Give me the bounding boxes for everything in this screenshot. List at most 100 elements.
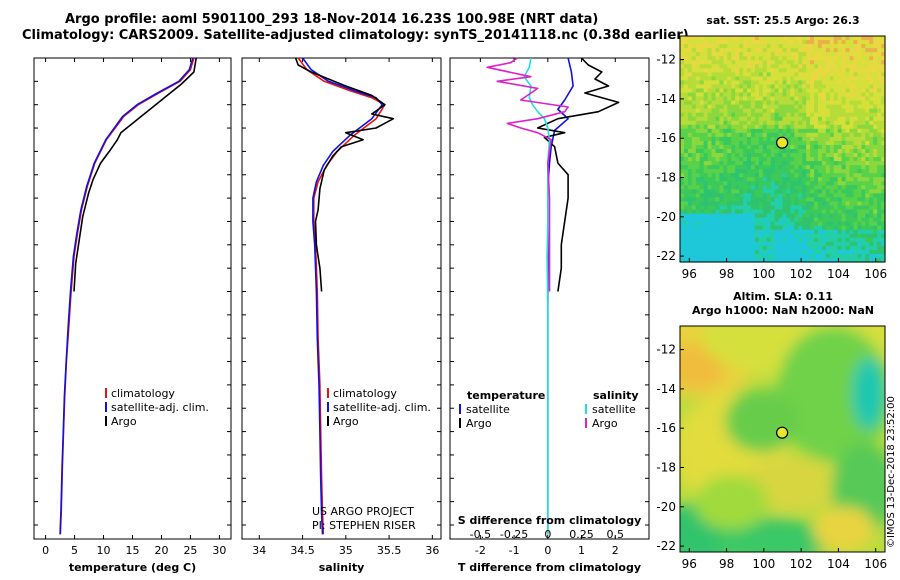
sst-cell [683, 197, 689, 203]
sst-cell [691, 136, 697, 142]
sst-cell [707, 197, 713, 203]
sst-cell [774, 165, 780, 170]
sst-cell [778, 92, 784, 98]
sst-cell [841, 44, 847, 49]
sst-cell [833, 64, 839, 69]
sst-cell [699, 92, 705, 98]
sst-cell [814, 149, 819, 154]
sst-cell [754, 201, 760, 207]
sst-cell [857, 153, 862, 158]
sst-cell [750, 253, 756, 259]
sst-cell [707, 221, 713, 227]
sst-cell [821, 80, 827, 86]
sst-cell [735, 253, 740, 259]
sst-cell [782, 249, 788, 255]
sst-cell [774, 72, 780, 77]
sst-cell [869, 249, 874, 255]
sst-cell [778, 201, 784, 207]
sst-cell [727, 104, 732, 110]
sst-cell [770, 257, 776, 263]
sst-cell [691, 185, 697, 190]
sst-cell [814, 100, 819, 106]
sst-cell [853, 185, 858, 190]
sst-cell [766, 157, 772, 162]
sst-cell [825, 52, 831, 57]
sst-cell [861, 245, 866, 251]
sst-cell [782, 253, 788, 259]
sst-cell [762, 128, 768, 134]
sst-cell [770, 52, 776, 57]
sst-cell [695, 52, 701, 57]
sst-cell [683, 153, 689, 158]
sst-cell [873, 185, 878, 190]
sst-cell [798, 108, 803, 114]
sst-cell [873, 144, 878, 150]
sst-cell [837, 257, 843, 263]
sst-cell [821, 36, 827, 41]
sst-cell [869, 237, 874, 243]
sst-cell [786, 177, 791, 182]
sst-cell [790, 213, 795, 219]
sst-cell [766, 233, 772, 239]
sst-cell [857, 245, 862, 251]
sst-cell [711, 124, 717, 130]
sst-cell [766, 84, 772, 90]
sst-cell [754, 144, 760, 150]
sst-cell [790, 249, 795, 255]
sst-cell [806, 177, 811, 182]
sst-cell [861, 60, 866, 65]
sst-cell [849, 88, 855, 94]
sst-cell [762, 209, 768, 215]
sst-cell [853, 144, 858, 150]
sst-cell [869, 173, 874, 178]
sst-cell [703, 209, 709, 215]
sst-cell [806, 76, 811, 81]
sst-cell [786, 92, 791, 98]
sst-cell [723, 76, 728, 81]
sst-cell [719, 44, 724, 49]
sst-cell [687, 88, 693, 94]
sst-cell [735, 205, 740, 211]
sst-cell [790, 161, 795, 166]
sst-cell [786, 120, 791, 126]
sst-cell [853, 257, 858, 263]
sst-cell [699, 213, 705, 219]
sst-cell [711, 40, 717, 45]
sst-cell [857, 84, 862, 90]
sst-cell [727, 201, 732, 207]
sst-cell [810, 116, 815, 122]
sst-cell [861, 249, 866, 255]
temp-legend-label: climatology [111, 387, 175, 400]
sst-cell [711, 80, 717, 86]
sst-cell [798, 201, 803, 207]
sst-cell [723, 217, 728, 223]
sst-cell [873, 56, 878, 61]
sst-cell [833, 68, 839, 73]
sst-cell [739, 149, 744, 154]
sst-cell [754, 197, 760, 203]
sst-cell [865, 136, 870, 142]
sst-map-ytick-label: -20 [656, 210, 676, 224]
sst-cell [743, 96, 748, 102]
sst-cell [810, 136, 815, 142]
sst-cell [829, 104, 835, 110]
sst-cell [707, 76, 713, 81]
sst-cell [821, 173, 827, 178]
sst-cell [766, 108, 772, 114]
sst-cell [817, 112, 823, 118]
sst-cell [802, 213, 807, 219]
sst-cell [695, 181, 701, 186]
sst-cell [786, 60, 791, 65]
sst-cell [743, 177, 748, 182]
sst-cell [750, 64, 756, 69]
sst-cell [758, 140, 764, 146]
sst-cell [798, 229, 803, 235]
sst-cell [743, 60, 748, 65]
sst-cell [825, 48, 831, 53]
sst-cell [798, 161, 803, 166]
sst-cell [829, 177, 835, 182]
sst-cell [754, 72, 760, 77]
sst-cell [743, 181, 748, 186]
sst-cell [817, 217, 823, 223]
sst-cell [691, 108, 697, 114]
